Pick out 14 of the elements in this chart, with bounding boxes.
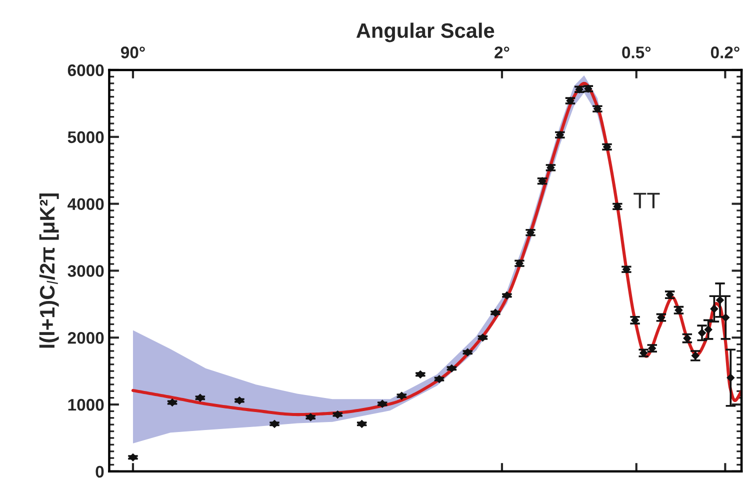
y-tick-label: 4000 [68, 198, 104, 210]
x-tick-label: 2° [494, 46, 510, 58]
annotation: TT [634, 192, 660, 208]
x-tick-label: 90° [120, 46, 145, 58]
y-tick-label: 2000 [68, 332, 104, 344]
y-tick-label: 6000 [68, 64, 104, 76]
y-axis-title: l(l+1)C$_{l}$/2π [μK²] [39, 194, 59, 348]
y-tick-label: 3000 [68, 265, 104, 277]
y-tick-label: 0 [96, 466, 104, 478]
y-tick-label: 1000 [68, 398, 104, 411]
x-tick-label: 0.2° [710, 46, 740, 58]
x-axis-title: Angular Scale [356, 22, 494, 42]
y-tick-label: 5000 [68, 131, 104, 144]
x-tick-label: 0.5° [622, 46, 651, 58]
